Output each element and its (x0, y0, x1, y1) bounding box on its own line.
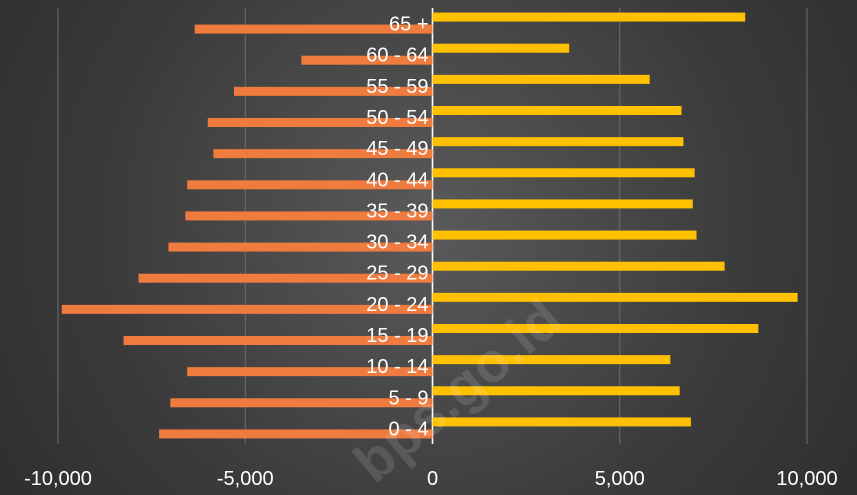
bar-right-40-44 (432, 168, 695, 178)
bar-right-15-19 (432, 324, 759, 333)
bar-right-45-49 (432, 137, 684, 147)
bar-left-40-44 (187, 180, 433, 190)
category-label: 50 - 54 (366, 107, 428, 129)
bar-layer (61, 12, 798, 439)
bar-right-10-14 (432, 355, 671, 365)
bar-left-60-64 (301, 55, 433, 65)
category-label: 35 - 39 (366, 200, 428, 222)
category-label: 40 - 44 (366, 169, 428, 191)
bar-left-35-39 (185, 211, 433, 221)
x-tick-label-layer: -10,000 -5,000 0 5,000 10,000 (24, 468, 838, 490)
bar-right-0-4 (432, 417, 691, 427)
bar-right-5-9 (432, 386, 680, 396)
x-tick-label: -5,000 (217, 468, 274, 490)
category-label: 15 - 19 (366, 325, 428, 347)
bar-right-30-34 (432, 230, 697, 240)
bar-right-25-29 (432, 261, 725, 271)
category-label: 60 - 64 (366, 45, 428, 67)
bar-left-5-9 (170, 398, 433, 408)
bar-right-35-39 (432, 199, 693, 209)
bar-right-50-54 (432, 106, 682, 115)
category-label: 20 - 24 (366, 294, 428, 316)
bar-left-15-19 (123, 336, 433, 345)
category-label: 45 - 49 (366, 138, 428, 160)
category-label: 5 - 9 (388, 387, 428, 409)
bar-left-20-24 (61, 304, 433, 314)
bar-right-65+ (432, 12, 746, 22)
bar-left-0-4 (159, 429, 433, 439)
category-label: 25 - 29 (366, 263, 428, 285)
x-tick-label: 5,000 (595, 468, 645, 490)
bar-right-55-59 (432, 74, 650, 84)
bar-left-45-49 (213, 149, 433, 159)
bar-right-20-24 (432, 292, 798, 302)
x-tick-label: 10,000 (776, 468, 837, 490)
bar-left-25-29 (138, 273, 433, 283)
bar-left-50-54 (207, 118, 433, 127)
bar-right-60-64 (432, 43, 570, 53)
category-label: 65 + (389, 14, 428, 36)
category-label: 55 - 59 (366, 76, 428, 98)
bar-left-55-59 (234, 86, 433, 96)
x-tick-label: -10,000 (24, 468, 92, 490)
bar-left-30-34 (168, 242, 433, 252)
category-label: 10 - 14 (366, 356, 428, 378)
category-label-layer: 0 - 4 5 - 9 10 - 14 15 - 19 20 - 24 25 - 29 30… (366, 14, 428, 441)
x-tick-label: 0 (427, 468, 438, 490)
bar-left-65+ (194, 24, 433, 34)
bar-left-10-14 (187, 367, 433, 377)
category-label: 30 - 34 (366, 232, 428, 254)
category-label: 0 - 4 (388, 418, 428, 440)
